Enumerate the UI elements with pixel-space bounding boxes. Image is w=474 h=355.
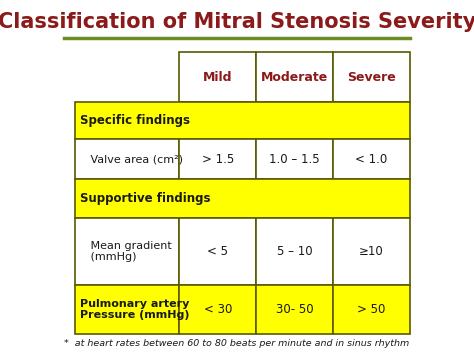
Bar: [75, 102, 410, 139]
Bar: [179, 53, 256, 102]
Text: > 1.5: > 1.5: [201, 153, 234, 165]
Bar: [256, 139, 333, 179]
Text: Mild: Mild: [203, 71, 233, 84]
Bar: [179, 285, 256, 334]
Text: Valve area (cm²): Valve area (cm²): [80, 154, 183, 164]
Text: Mean gradient
   (mmHg): Mean gradient (mmHg): [80, 241, 172, 262]
Text: 1.0 – 1.5: 1.0 – 1.5: [269, 153, 320, 165]
Bar: [179, 218, 256, 285]
Bar: [333, 218, 410, 285]
Text: ≥10: ≥10: [359, 245, 384, 258]
Bar: [256, 285, 333, 334]
Bar: [333, 285, 410, 334]
Text: Severe: Severe: [347, 71, 396, 84]
Text: 30- 50: 30- 50: [276, 303, 313, 316]
Bar: [75, 139, 179, 179]
Bar: [256, 218, 333, 285]
Bar: [256, 53, 333, 102]
Text: < 30: < 30: [204, 303, 232, 316]
Text: 5 – 10: 5 – 10: [277, 245, 312, 258]
Bar: [75, 285, 179, 334]
Bar: [179, 139, 256, 179]
Bar: [333, 53, 410, 102]
Text: > 50: > 50: [357, 303, 386, 316]
Text: Specific findings: Specific findings: [80, 114, 190, 127]
Text: Pulmonary artery
Pressure (mmHg): Pulmonary artery Pressure (mmHg): [80, 299, 190, 320]
Text: Moderate: Moderate: [261, 71, 328, 84]
Text: < 5: < 5: [207, 245, 228, 258]
Text: *  at heart rates between 60 to 80 beats per minute and in sinus rhythm: * at heart rates between 60 to 80 beats …: [64, 339, 409, 348]
Bar: [333, 139, 410, 179]
Text: < 1.0: < 1.0: [356, 153, 388, 165]
Bar: [75, 218, 179, 285]
Text: Supportive findings: Supportive findings: [80, 192, 211, 205]
Text: Classification of Mitral Stenosis Severity: Classification of Mitral Stenosis Severi…: [0, 12, 474, 32]
Bar: [75, 179, 410, 218]
